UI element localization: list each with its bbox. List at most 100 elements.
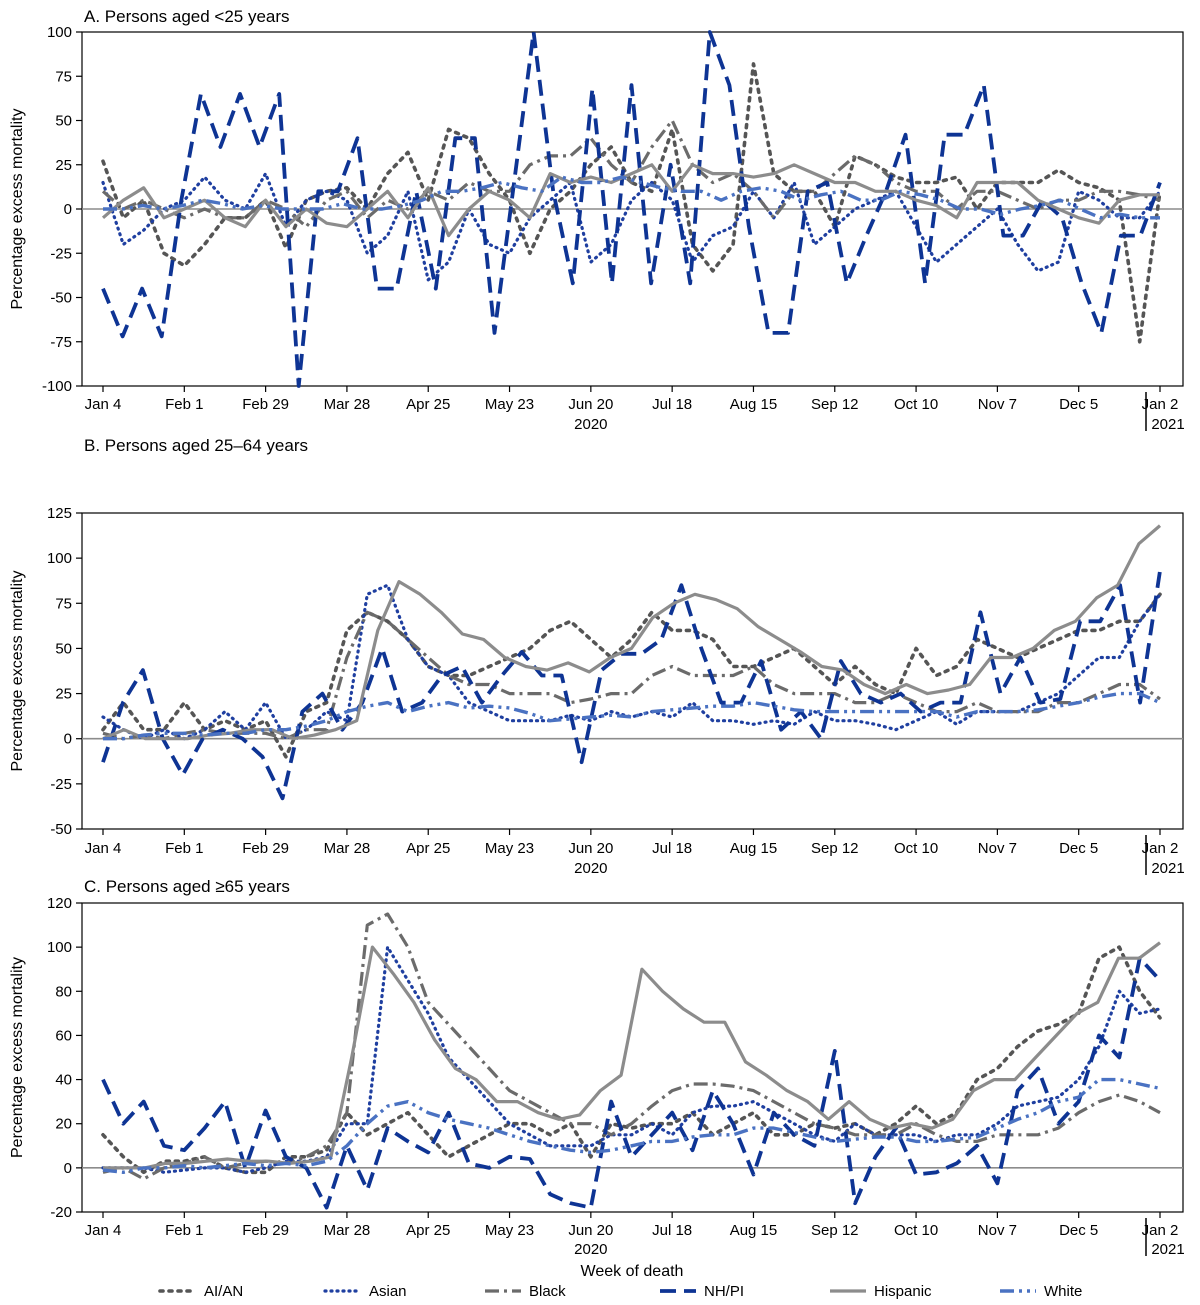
x-tick-label: Jun 20: [568, 1222, 613, 1239]
x-tick-label: Jan 2: [1142, 840, 1179, 857]
year-label: 2021: [1151, 860, 1184, 877]
x-tick-label: Aug 15: [730, 840, 778, 857]
legend-label: Asian: [369, 1283, 407, 1300]
y-tick-label: -100: [42, 378, 72, 395]
panel-title: B. Persons aged 25–64 years: [84, 436, 308, 455]
x-tick-label: Jan 2: [1142, 1222, 1179, 1239]
series-line-white: [102, 1077, 1161, 1175]
x-tick-label: Apr 25: [406, 1222, 450, 1239]
x-tick-label: Mar 28: [324, 840, 371, 857]
x-tick-label: Dec 5: [1059, 1222, 1098, 1239]
y-tick-label: -75: [50, 334, 72, 351]
x-tick-label: May 23: [485, 396, 534, 413]
series-line-asian: [101, 172, 1162, 282]
x-tick-label: Nov 7: [978, 1222, 1017, 1239]
legend-item-white: White: [1000, 1283, 1082, 1300]
panel-title: C. Persons aged ≥65 years: [84, 877, 290, 896]
x-tick-label: Jan 4: [85, 840, 122, 857]
legend-item-black: Black: [485, 1283, 566, 1300]
x-axis-title: Week of death: [581, 1263, 684, 1280]
year-label: 2020: [574, 1241, 607, 1258]
x-tick-label: Jan 4: [85, 1222, 122, 1239]
y-tick-label: 75: [55, 595, 72, 612]
y-tick-label: 0: [64, 731, 72, 748]
legend-item-nhpi: NH/PI: [660, 1283, 744, 1300]
series-line-aian: [101, 592, 1162, 759]
legend-item-asian: Asian: [323, 1283, 407, 1300]
y-tick-label: 80: [55, 983, 72, 1000]
series-line-hispanic: [101, 163, 1160, 238]
legend-label: White: [1044, 1283, 1082, 1300]
y-axis-title: Percentage excess mortality: [9, 571, 26, 772]
x-tick-label: Feb 1: [165, 1222, 203, 1239]
series-line-aian: [101, 945, 1162, 1175]
x-tick-label: May 23: [485, 840, 534, 857]
x-tick-label: Oct 10: [894, 840, 938, 857]
y-tick-label: -20: [50, 1204, 72, 1221]
x-tick-label: Jun 20: [568, 840, 613, 857]
panel-c: C. Persons aged ≥65 years -20 0 20 40 60 80 100…: [9, 877, 1185, 1258]
y-tick-label: 100: [47, 550, 72, 567]
series-line-hispanic: [102, 524, 1162, 741]
x-tick-label: Jul 18: [652, 840, 692, 857]
y-tick-label: 50: [55, 113, 72, 130]
x-tick-label: Dec 5: [1059, 840, 1098, 857]
panel-b: B. Persons aged 25–64 years -50 -25 0 25 50 75…: [9, 436, 1185, 877]
x-tick-label: Oct 10: [894, 1222, 938, 1239]
series-line-hispanic: [103, 941, 1161, 1170]
y-tick-label: 125: [47, 505, 72, 522]
y-tick-label: 100: [47, 939, 72, 956]
y-tick-label: 20: [55, 1116, 72, 1133]
x-tick-label: Sep 12: [811, 840, 859, 857]
y-axis-title: Percentage excess mortality: [9, 957, 26, 1158]
y-tick-label: 50: [55, 640, 72, 657]
legend-label: Hispanic: [874, 1283, 932, 1300]
year-label: 2020: [574, 860, 607, 877]
x-tick-label: Feb 29: [242, 396, 289, 413]
legend-label: Black: [529, 1283, 566, 1300]
y-tick-label: 25: [55, 157, 72, 174]
y-axis-title: Percentage excess mortality: [9, 109, 26, 310]
x-tick-label: Apr 25: [406, 840, 450, 857]
x-tick-label: Jan 2: [1142, 396, 1179, 413]
legend: AI/AN Asian Black NH/PI Hispanic White: [158, 1283, 1082, 1300]
series-line-white: [103, 691, 1161, 741]
panel-title: A. Persons aged <25 years: [84, 7, 290, 26]
y-tick-label: -50: [50, 821, 72, 838]
year-label: 2021: [1151, 416, 1184, 433]
series-line-black: [101, 118, 1161, 229]
x-tick-label: Feb 1: [165, 840, 203, 857]
x-tick-label: Sep 12: [811, 1222, 859, 1239]
legend-item-hispanic: Hispanic: [830, 1283, 932, 1300]
series-line-asian: [101, 945, 1162, 1174]
x-tick-label: Feb 1: [165, 396, 203, 413]
x-tick-label: Mar 28: [324, 1222, 371, 1239]
legend-label: AI/AN: [204, 1283, 243, 1300]
legend-item-aian: AI/AN: [158, 1283, 243, 1300]
series-line-nhpi: [101, 570, 1162, 801]
y-tick-label: 120: [47, 895, 72, 912]
series-line-black: [102, 912, 1161, 1181]
x-tick-label: Nov 7: [978, 396, 1017, 413]
x-tick-label: Jun 20: [568, 396, 613, 413]
series-line-asian: [101, 583, 1162, 741]
x-tick-label: Nov 7: [978, 840, 1017, 857]
y-tick-label: 0: [64, 1160, 72, 1177]
y-tick-label: 0: [64, 201, 72, 218]
x-tick-label: Feb 29: [242, 1222, 289, 1239]
series-line-black: [102, 610, 1161, 741]
plot-frame: [81, 512, 1184, 830]
y-tick-label: -50: [50, 290, 72, 307]
series-line-nhpi: [101, 30, 1162, 388]
x-tick-label: Jan 4: [85, 396, 122, 413]
x-tick-label: Mar 28: [324, 396, 371, 413]
x-tick-label: Jul 18: [652, 1222, 692, 1239]
x-tick-label: Aug 15: [730, 1222, 778, 1239]
y-tick-label: 100: [47, 24, 72, 41]
y-tick-label: 25: [55, 686, 72, 703]
series-line-nhpi: [101, 956, 1162, 1210]
year-label: 2020: [574, 416, 607, 433]
x-tick-label: May 23: [485, 1222, 534, 1239]
y-tick-label: 40: [55, 1072, 72, 1089]
